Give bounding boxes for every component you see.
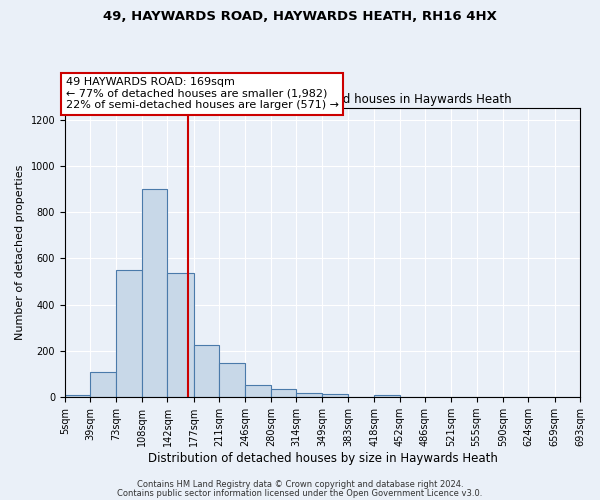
Text: 49, HAYWARDS ROAD, HAYWARDS HEATH, RH16 4HX: 49, HAYWARDS ROAD, HAYWARDS HEATH, RH16 … xyxy=(103,10,497,23)
Text: 49 HAYWARDS ROAD: 169sqm
← 77% of detached houses are smaller (1,982)
22% of sem: 49 HAYWARDS ROAD: 169sqm ← 77% of detach… xyxy=(65,77,338,110)
Bar xyxy=(167,274,194,397)
Bar xyxy=(116,270,142,397)
Bar xyxy=(245,384,271,397)
Text: Contains HM Land Registry data © Crown copyright and database right 2024.: Contains HM Land Registry data © Crown c… xyxy=(137,480,463,489)
Y-axis label: Number of detached properties: Number of detached properties xyxy=(15,165,25,340)
Bar xyxy=(322,394,348,397)
Bar xyxy=(65,395,91,397)
Bar xyxy=(374,395,400,397)
Bar xyxy=(219,362,245,397)
Bar xyxy=(271,389,296,397)
Text: Contains public sector information licensed under the Open Government Licence v3: Contains public sector information licen… xyxy=(118,488,482,498)
Bar xyxy=(296,392,322,397)
Bar xyxy=(194,345,219,397)
Bar xyxy=(142,189,167,397)
X-axis label: Distribution of detached houses by size in Haywards Heath: Distribution of detached houses by size … xyxy=(148,452,497,465)
Bar xyxy=(91,372,116,397)
Title: Size of property relative to detached houses in Haywards Heath: Size of property relative to detached ho… xyxy=(133,92,512,106)
